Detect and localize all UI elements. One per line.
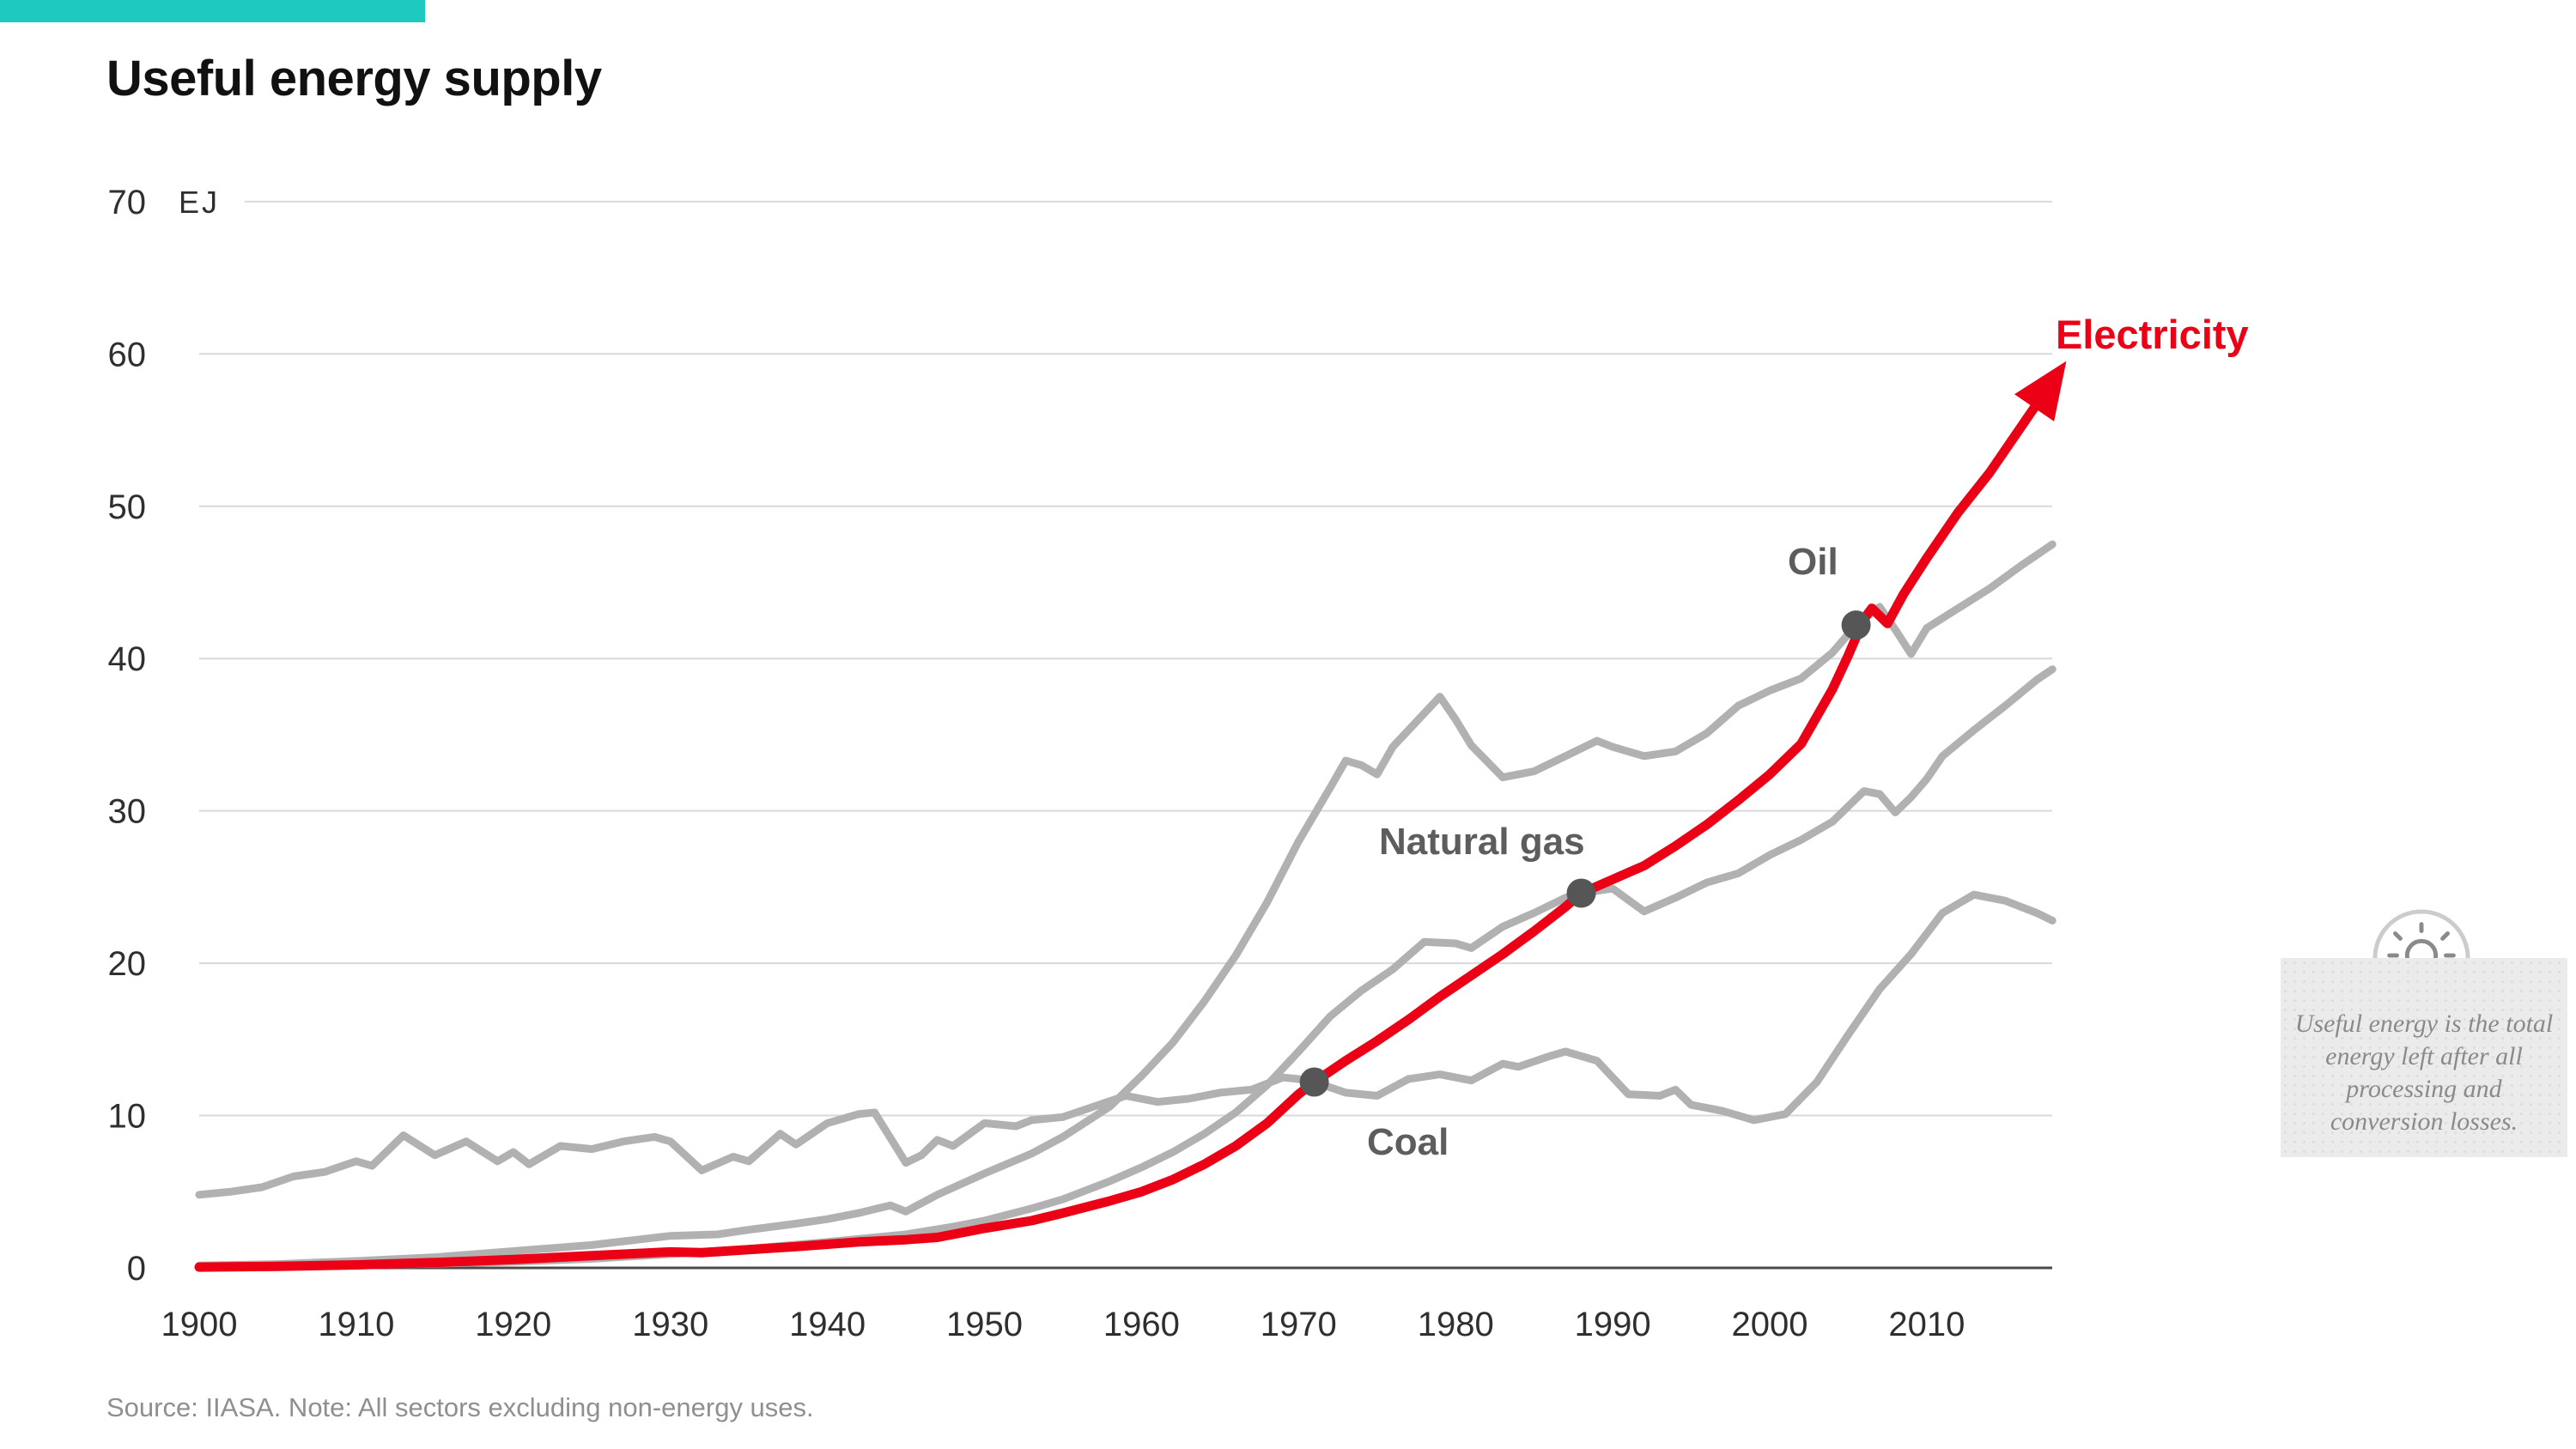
x-tick-label: 2010 (1888, 1306, 1965, 1343)
series-line-oil (195, 540, 2057, 1270)
annotation-note-text: Useful energy is the total energy left a… (2294, 1009, 2554, 1136)
x-tick-label: 1930 (632, 1306, 708, 1343)
x-tick-label: 1970 (1261, 1306, 1337, 1343)
x-tick-label: 1910 (318, 1306, 394, 1343)
crossing-marker-dot (1299, 1067, 1329, 1097)
y-tick-label: 40 (108, 640, 147, 678)
natural-gas-line-label: Natural gas (1379, 821, 1585, 863)
crossing-marker-dot (1841, 610, 1871, 640)
y-tick-label: 60 (108, 336, 147, 373)
x-tick-label: 2000 (1732, 1306, 1808, 1343)
source-note: Source: IIASA. Note: All sectors excludi… (106, 1392, 814, 1422)
x-tick-label: 1940 (789, 1306, 866, 1343)
annotation-note-box: Useful energy is the total energy left a… (2281, 958, 2567, 1157)
y-tick-label: 70 (108, 184, 147, 221)
accent-bar (0, 0, 425, 22)
x-tick-label: 1950 (946, 1306, 1023, 1343)
series-line-coal (195, 890, 2057, 1199)
electricity-arrowhead (2014, 361, 2067, 421)
series-line-electricity (194, 390, 2048, 1272)
series-line-natural-gas (195, 665, 2057, 1271)
x-tick-label: 1980 (1418, 1306, 1494, 1343)
electricity-line-label: Electricity (2056, 312, 2249, 357)
y-tick-label: 30 (108, 793, 147, 831)
y-tick-label: 10 (108, 1098, 147, 1136)
x-tick-label: 1900 (161, 1306, 238, 1343)
coal-line-label: Coal (1367, 1121, 1449, 1163)
oil-line-label: Oil (1788, 541, 1838, 583)
y-tick-label: 0 (127, 1250, 146, 1288)
x-tick-label: 1990 (1575, 1306, 1651, 1343)
x-tick-label: 1960 (1103, 1306, 1180, 1343)
page-title: Useful energy supply (106, 51, 602, 106)
y-axis-unit-label: EJ (179, 185, 220, 220)
y-tick-label: 50 (108, 488, 147, 526)
crossing-marker-dot (1566, 878, 1596, 908)
x-tick-label: 1920 (475, 1306, 551, 1343)
y-tick-label: 20 (108, 945, 147, 983)
